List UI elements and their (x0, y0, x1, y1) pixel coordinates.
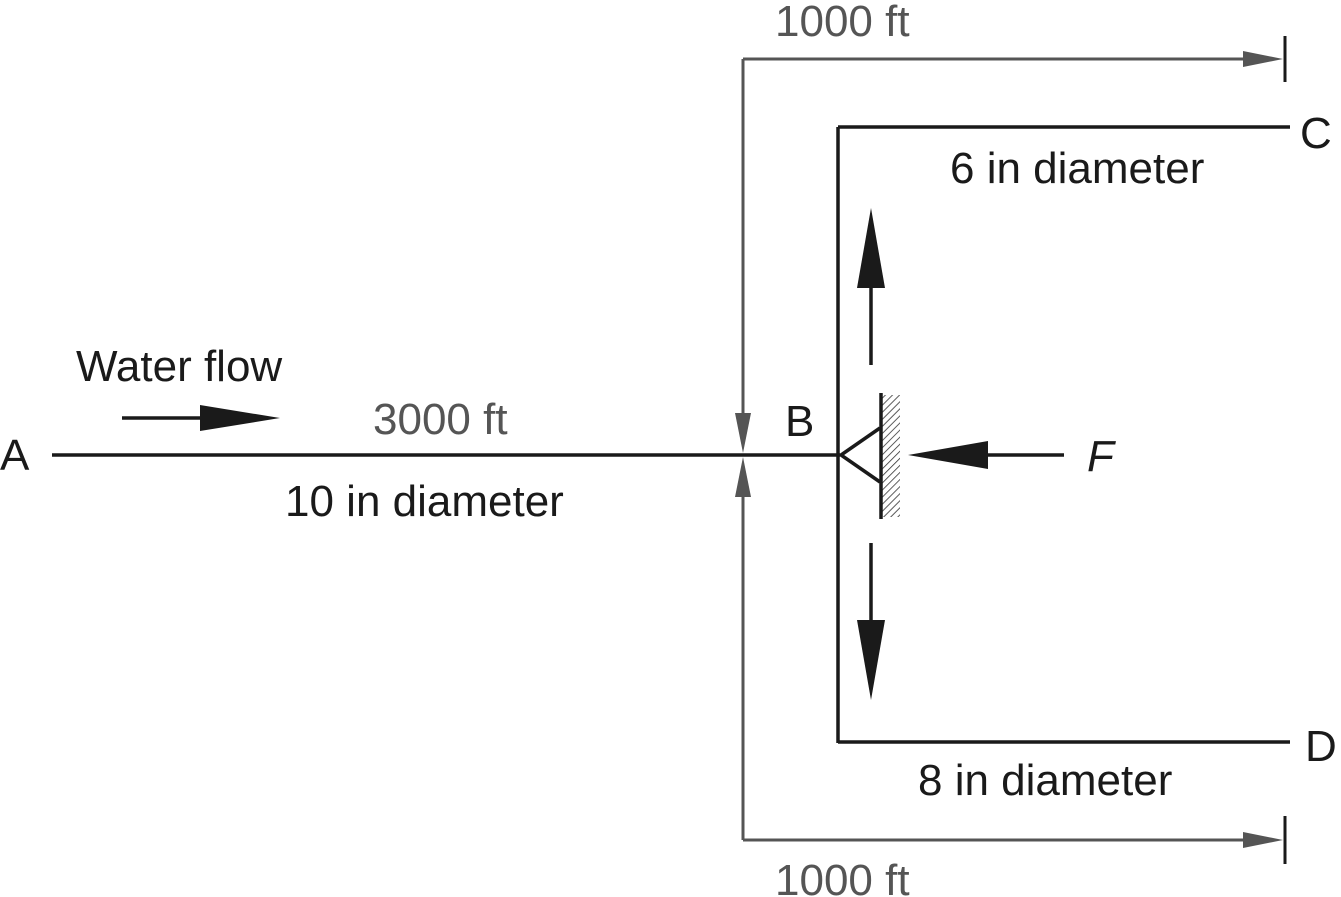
label-point-d: D (1305, 722, 1337, 771)
label-ab-diameter: 10 in diameter (285, 477, 564, 526)
label-bd-diameter: 8 in diameter (918, 756, 1172, 805)
valve-symbol (837, 393, 900, 519)
label-bd-length: 1000 ft (775, 856, 910, 897)
dimension-arrowheads (735, 51, 1283, 848)
dim-bottom-arrowhead (1243, 832, 1283, 848)
valve-triangle (837, 426, 881, 484)
dim-up-arrowhead (735, 457, 751, 497)
label-point-a: A (0, 431, 30, 480)
label-force: F (1087, 432, 1116, 481)
force-arrowhead (908, 441, 988, 469)
dim-down-arrowhead (735, 413, 751, 453)
label-ab-length: 3000 ft (373, 395, 508, 444)
label-point-c: C (1300, 109, 1332, 158)
dimension-lines (741, 36, 1287, 864)
down-arrowhead (857, 620, 885, 700)
up-arrowhead (857, 208, 885, 288)
flow-arrowhead (200, 405, 280, 431)
label-bc-length: 1000 ft (775, 0, 910, 46)
arrows (122, 208, 1064, 700)
pipes (52, 125, 1290, 744)
valve-hatching (882, 395, 900, 517)
label-point-b: B (785, 397, 814, 446)
dim-top-arrowhead (1243, 51, 1283, 67)
label-water-flow: Water flow (76, 342, 282, 391)
label-bc-diameter: 6 in diameter (950, 144, 1204, 193)
